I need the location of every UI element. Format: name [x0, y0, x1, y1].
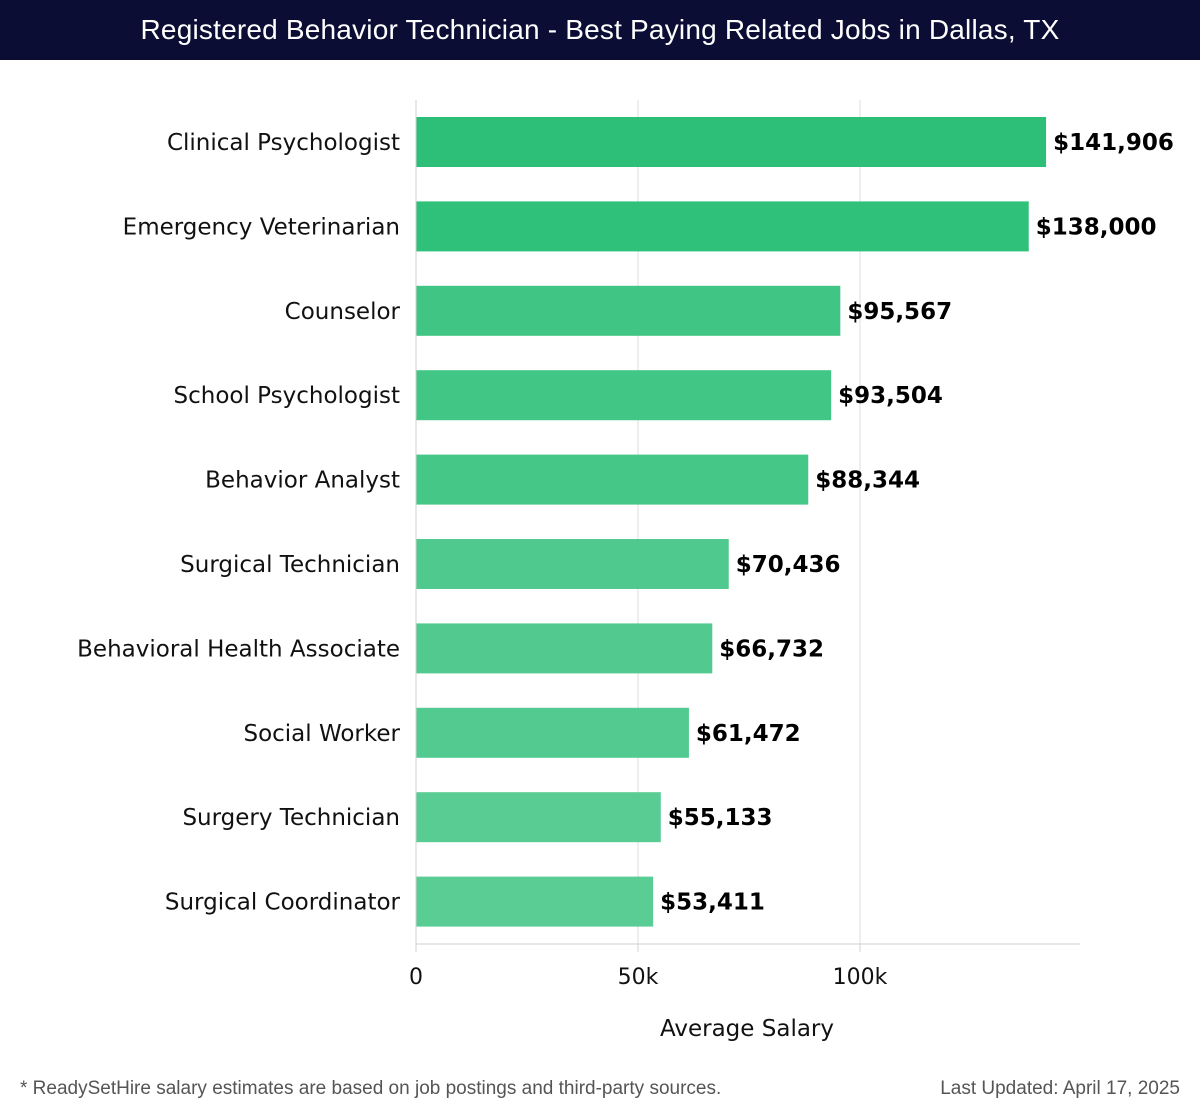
value-label: $95,567: [847, 299, 952, 325]
category-label: Emergency Veterinarian: [123, 214, 400, 240]
bar: [416, 539, 729, 589]
category-label: Clinical Psychologist: [167, 130, 400, 156]
bar-chart: Clinical Psychologist $141,906 Emergency V…: [77, 100, 1174, 1042]
footer-updated: Last Updated: April 17, 2025: [940, 1078, 1180, 1099]
category-label: Counselor: [285, 299, 401, 325]
bar: [416, 876, 654, 927]
axis-layer: Clinical Psychologist $141,906 Emergency V…: [77, 100, 1174, 990]
value-label: $70,436: [736, 552, 841, 578]
value-label: $138,000: [1036, 214, 1157, 240]
bar: [416, 201, 1029, 252]
bar: [416, 623, 713, 674]
bar: [416, 454, 809, 505]
category-label: Surgical Coordinator: [165, 890, 401, 916]
x-tick-label: 0: [409, 965, 423, 990]
chart-header: Registered Behavior Technician - Best Pa…: [0, 0, 1200, 60]
category-label: School Psychologist: [174, 383, 400, 409]
bar-layer: [416, 117, 1047, 927]
bar: [416, 707, 689, 758]
x-axis-title: Average Salary: [660, 1016, 834, 1042]
value-label: $66,732: [719, 636, 824, 662]
value-label: $53,411: [660, 890, 765, 916]
value-label: $93,504: [838, 383, 943, 409]
x-tick-label: 100k: [833, 965, 888, 990]
value-label: $88,344: [815, 468, 920, 494]
value-label: $141,906: [1053, 130, 1174, 156]
category-label: Behavioral Health Associate: [77, 636, 400, 662]
bar: [416, 285, 841, 336]
category-label: Surgical Technician: [180, 552, 400, 578]
chart-title: Registered Behavior Technician - Best Pa…: [140, 14, 1060, 45]
category-label: Behavior Analyst: [205, 468, 400, 494]
value-label: $61,472: [696, 721, 801, 747]
category-label: Surgery Technician: [182, 805, 400, 831]
bar: [416, 370, 832, 421]
category-label: Social Worker: [243, 721, 400, 747]
footer-note: * ReadySetHire salary estimates are base…: [20, 1078, 722, 1099]
value-label: $55,133: [668, 805, 773, 831]
bar: [416, 117, 1047, 167]
bar: [416, 792, 661, 843]
chart-footer: * ReadySetHire salary estimates are base…: [0, 1078, 1200, 1108]
x-tick-label: 50k: [618, 965, 659, 990]
